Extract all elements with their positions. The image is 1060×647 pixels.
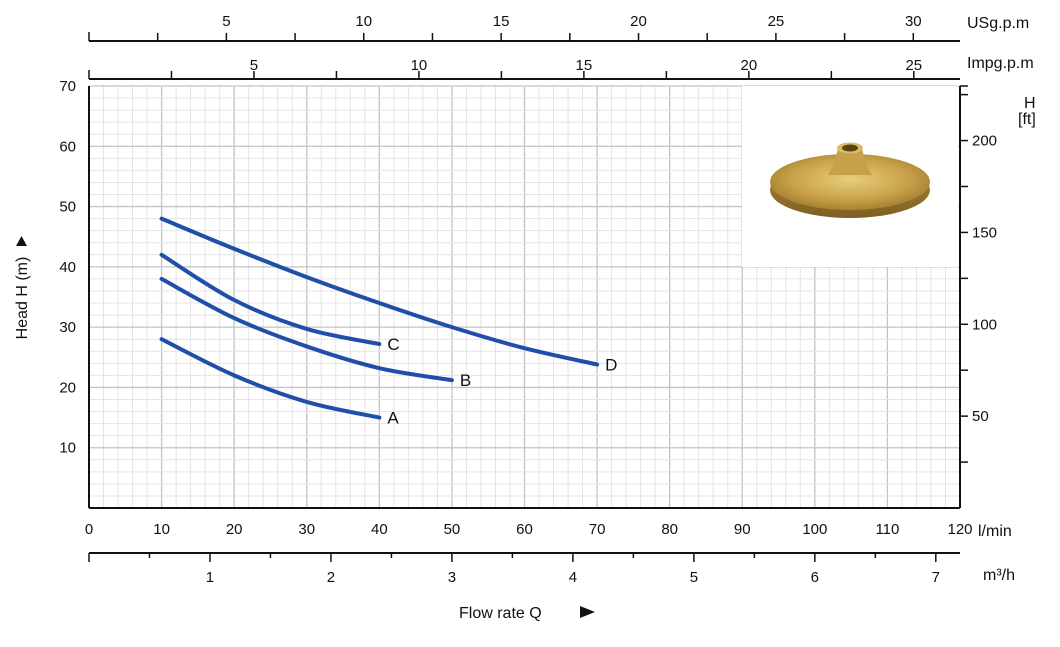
plot-frame (88, 86, 961, 509)
x-tick-label: 20 (226, 521, 243, 538)
usgpm-unit-label: USg.p.m (967, 15, 1029, 32)
m3h-tick-label: 4 (569, 569, 577, 586)
x-tick-label: 10 (153, 521, 170, 538)
usgpm-tick-label: 20 (630, 13, 647, 30)
x-tick-label: 40 (371, 521, 388, 538)
y-tick-label: 20 (59, 379, 76, 396)
y-axis-label: Head H (m) (14, 257, 31, 340)
curve-label-b: B (460, 371, 471, 390)
m3h-tick-label: 6 (811, 569, 819, 586)
impgpm-tick-label: 25 (905, 57, 922, 74)
ft-tick-label: 150 (972, 224, 997, 241)
x-tick-label: 120 (947, 521, 972, 538)
ft-unit-label: [ft] (1018, 111, 1036, 128)
m3h-unit-label: m³/h (983, 567, 1015, 584)
x-axis-label: Flow rate Q (459, 605, 542, 622)
curve-label-c: C (387, 335, 399, 354)
curve-label-a: A (387, 409, 399, 428)
impeller-image (742, 86, 958, 267)
usgpm-tick-label: 25 (768, 13, 785, 30)
x-arrow-icon (580, 606, 595, 618)
y-tick-label: 60 (59, 138, 76, 155)
y-tick-label: 40 (59, 259, 76, 276)
curve-layer: A B C D (159, 216, 617, 428)
curve-c (159, 252, 382, 347)
usgpm-tick-label: 15 (493, 13, 510, 30)
y-tick-label: 50 (59, 199, 76, 216)
m3h-tick-label: 5 (690, 569, 698, 586)
title-layer: Head H (m) Flow rate Q (14, 236, 595, 622)
x-tick-label: 30 (298, 521, 315, 538)
m3h-tick-label: 7 (932, 569, 940, 586)
x-tick-label: 70 (589, 521, 606, 538)
ft-unit-label: H (1024, 95, 1036, 112)
curve-d (159, 216, 600, 367)
y-tick-label: 10 (59, 440, 76, 457)
usgpm-tick-label: 5 (222, 13, 230, 30)
usgpm-tick-label: 10 (355, 13, 372, 30)
x-tick-label: 80 (661, 521, 678, 538)
y-arrow-icon (16, 236, 27, 246)
ft-tick-label: 200 (972, 133, 997, 150)
impgpm-tick-label: 5 (250, 57, 258, 74)
x-tick-label: 90 (734, 521, 751, 538)
usgpm-tick-label: 30 (905, 13, 922, 30)
y-tick-label: 70 (59, 78, 76, 95)
curve-b (159, 276, 454, 383)
ft-tick-label: 100 (972, 316, 997, 333)
y-tick-label: 30 (59, 319, 76, 336)
impgpm-tick-label: 15 (576, 57, 593, 74)
curve-a (159, 337, 382, 420)
ft-tick-label: 50 (972, 408, 989, 425)
m3h-tick-label: 3 (448, 569, 456, 586)
x-tick-label: 100 (802, 521, 827, 538)
x-tick-label: 110 (875, 521, 899, 538)
x-tick-label: 50 (444, 521, 461, 538)
x-tick-label: 60 (516, 521, 533, 538)
m3h-tick-label: 2 (327, 569, 335, 586)
impgpm-tick-label: 20 (741, 57, 758, 74)
x-tick-label: 0 (85, 521, 93, 538)
curve-label-d: D (605, 356, 617, 375)
m3h-tick-label: 1 (206, 569, 214, 586)
impgpm-unit-label: Impg.p.m (967, 55, 1034, 72)
x-unit-label: l/min (978, 523, 1012, 540)
impgpm-tick-label: 10 (411, 57, 428, 74)
